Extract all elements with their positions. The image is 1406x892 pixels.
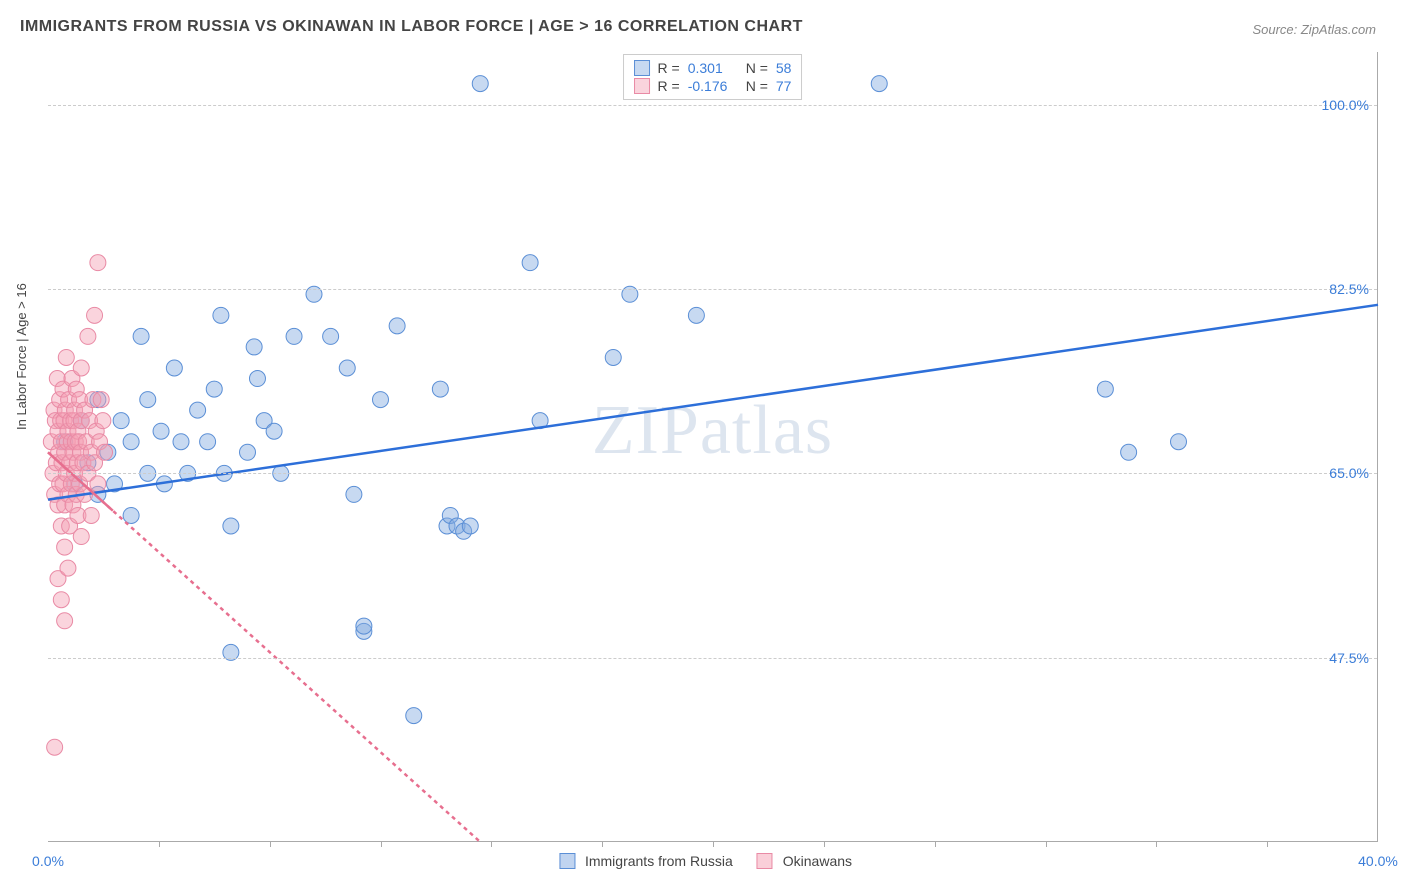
- x-tick-mark: [159, 841, 160, 847]
- data-point: [47, 739, 63, 755]
- data-point: [140, 392, 156, 408]
- data-point: [123, 434, 139, 450]
- legend-label: Immigrants from Russia: [585, 853, 733, 869]
- data-point: [73, 360, 89, 376]
- series-legend: Immigrants from Russia Okinawans: [551, 853, 874, 869]
- data-point: [123, 507, 139, 523]
- data-point: [389, 318, 405, 334]
- data-point: [190, 402, 206, 418]
- gridline-horizontal: [48, 473, 1377, 474]
- data-point: [87, 307, 103, 323]
- x-tick-mark: [491, 841, 492, 847]
- r-value-series2: -0.176: [688, 78, 738, 94]
- legend-row-series2: R = -0.176 N = 77: [634, 77, 792, 95]
- data-point: [200, 434, 216, 450]
- chart-plot-area: ZIPatlas R = 0.301 N = 58 R = -0.176 N =…: [48, 52, 1378, 842]
- x-tick-mark: [1046, 841, 1047, 847]
- data-point: [373, 392, 389, 408]
- data-point: [266, 423, 282, 439]
- n-label: N =: [746, 78, 768, 94]
- y-tick-label: 65.0%: [1329, 465, 1369, 481]
- source-label: Source: ZipAtlas.com: [1252, 22, 1376, 37]
- legend-swatch-series2: [634, 78, 650, 94]
- data-point: [432, 381, 448, 397]
- legend-swatch: [757, 853, 773, 869]
- y-tick-label: 82.5%: [1329, 281, 1369, 297]
- scatter-plot: [48, 52, 1378, 842]
- n-value-series1: 58: [776, 60, 792, 76]
- data-point: [58, 349, 74, 365]
- x-tick-mark: [381, 841, 382, 847]
- y-axis-label: In Labor Force | Age > 16: [14, 283, 29, 430]
- gridline-horizontal: [48, 105, 1377, 106]
- x-tick-mark: [1267, 841, 1268, 847]
- data-point: [83, 507, 99, 523]
- x-tick-mark: [824, 841, 825, 847]
- x-tick-mark: [713, 841, 714, 847]
- data-point: [605, 349, 621, 365]
- x-tick-mark: [270, 841, 271, 847]
- data-point: [95, 413, 111, 429]
- x-tick-mark: [935, 841, 936, 847]
- data-point: [90, 255, 106, 271]
- y-tick-label: 47.5%: [1329, 650, 1369, 666]
- data-point: [522, 255, 538, 271]
- legend-swatch: [559, 853, 575, 869]
- data-point: [1171, 434, 1187, 450]
- gridline-horizontal: [48, 658, 1377, 659]
- x-tick-mark: [1156, 841, 1157, 847]
- r-value-series1: 0.301: [688, 60, 738, 76]
- x-tick-label: 40.0%: [1358, 853, 1398, 869]
- data-point: [871, 76, 887, 92]
- data-point: [286, 328, 302, 344]
- data-point: [166, 360, 182, 376]
- data-point: [173, 434, 189, 450]
- x-tick-label: 0.0%: [32, 853, 64, 869]
- r-label: R =: [658, 78, 680, 94]
- data-point: [472, 76, 488, 92]
- data-point: [223, 518, 239, 534]
- data-point: [57, 613, 73, 629]
- data-point: [93, 392, 109, 408]
- legend-row-series1: R = 0.301 N = 58: [634, 59, 792, 77]
- n-label: N =: [746, 60, 768, 76]
- data-point: [80, 328, 96, 344]
- data-point: [240, 444, 256, 460]
- data-point: [1097, 381, 1113, 397]
- data-point: [1121, 444, 1137, 460]
- gridline-horizontal: [48, 289, 1377, 290]
- data-point: [73, 529, 89, 545]
- data-point: [133, 328, 149, 344]
- n-value-series2: 77: [776, 78, 792, 94]
- data-point: [206, 381, 222, 397]
- data-point: [249, 371, 265, 387]
- data-point: [246, 339, 262, 355]
- data-point: [406, 708, 422, 724]
- legend-label: Okinawans: [783, 853, 852, 869]
- data-point: [339, 360, 355, 376]
- data-point: [57, 539, 73, 555]
- correlation-legend: R = 0.301 N = 58 R = -0.176 N = 77: [623, 54, 803, 100]
- r-label: R =: [658, 60, 680, 76]
- data-point: [346, 486, 362, 502]
- data-point: [113, 413, 129, 429]
- data-point: [688, 307, 704, 323]
- data-point: [60, 560, 76, 576]
- trend-line: [48, 305, 1378, 500]
- data-point: [153, 423, 169, 439]
- data-point: [323, 328, 339, 344]
- y-tick-label: 100.0%: [1322, 97, 1369, 113]
- data-point: [462, 518, 478, 534]
- x-tick-mark: [602, 841, 603, 847]
- data-point: [90, 476, 106, 492]
- data-point: [53, 592, 69, 608]
- data-point: [213, 307, 229, 323]
- data-point: [97, 444, 113, 460]
- data-point: [356, 618, 372, 634]
- legend-swatch-series1: [634, 60, 650, 76]
- chart-title: IMMIGRANTS FROM RUSSIA VS OKINAWAN IN LA…: [20, 18, 803, 36]
